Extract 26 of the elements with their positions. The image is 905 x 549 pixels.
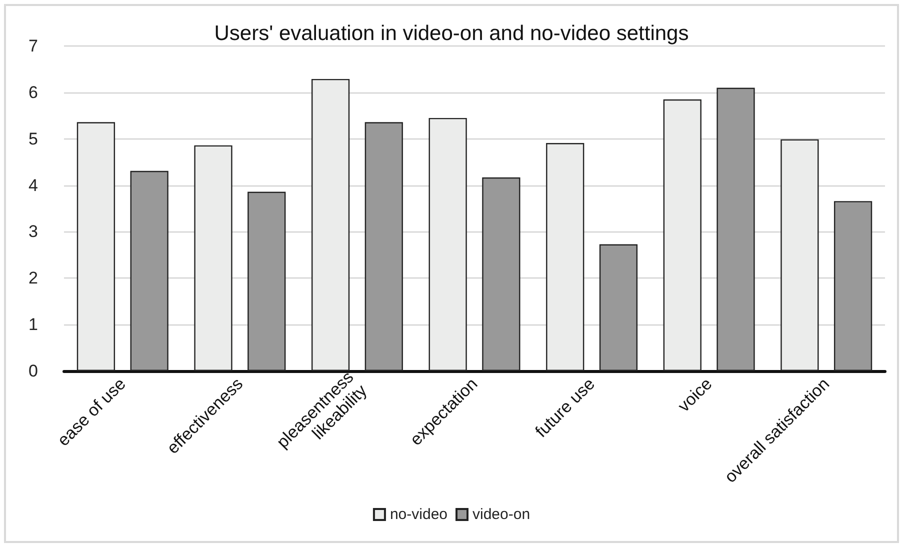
- y-tick-label: 1: [28, 315, 38, 334]
- bar: [599, 244, 638, 371]
- y-tick-label: 6: [28, 82, 38, 102]
- legend-label: no-video: [390, 506, 448, 523]
- bar: [428, 118, 467, 371]
- bar: [130, 170, 168, 371]
- y-tick-label: 5: [28, 129, 38, 148]
- bar: [311, 78, 350, 371]
- bar: [834, 201, 872, 371]
- bar: [546, 143, 584, 371]
- bar: [716, 88, 755, 371]
- bar: [76, 122, 116, 371]
- y-tick-label: 0: [28, 362, 38, 380]
- y-tick-label: 2: [28, 268, 38, 288]
- legend-label: video-on: [472, 506, 530, 523]
- bar: [364, 122, 403, 371]
- bar: [482, 177, 520, 371]
- bar: [194, 145, 232, 371]
- chart-title: Users' evaluation in video-on and no-video settings: [214, 22, 689, 45]
- y-tick-label: 4: [28, 176, 38, 195]
- y-tick-label: 7: [28, 36, 38, 56]
- bar: [248, 192, 286, 371]
- y-tick-label: 3: [28, 222, 38, 242]
- bar: [663, 99, 702, 371]
- x-tick-label: ease of use: [54, 374, 130, 450]
- bar: [780, 139, 819, 371]
